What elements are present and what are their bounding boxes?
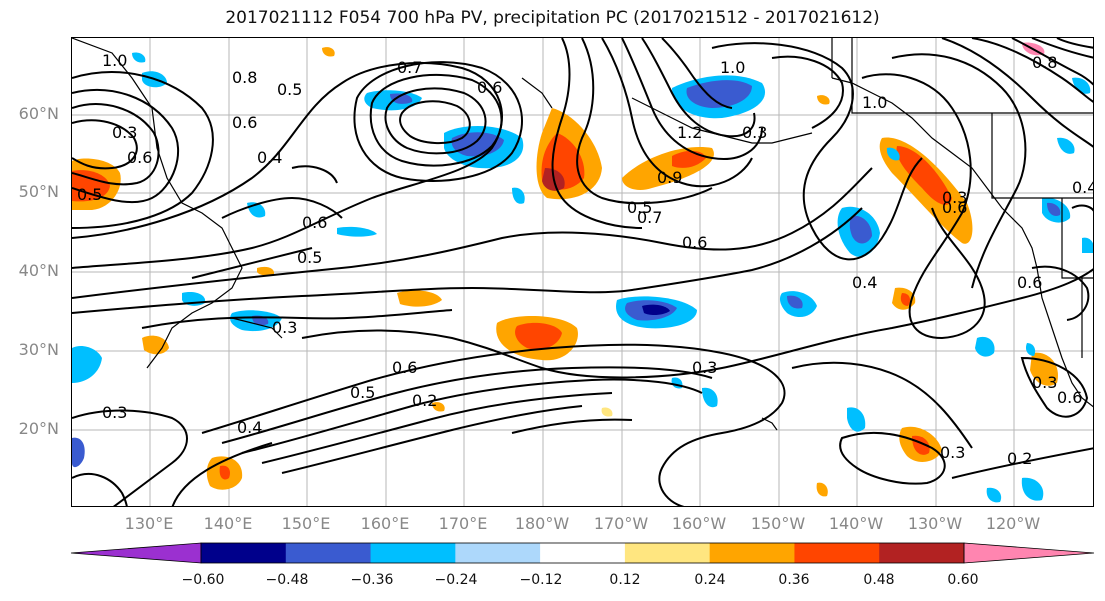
contour-label: 0.5 [77, 185, 102, 204]
colorbar-segment [879, 543, 965, 563]
contour-label: 0.6 [392, 358, 417, 377]
contour-label: 1.2 [677, 123, 702, 142]
lon-label: 140°W [828, 514, 884, 533]
contour-label: 0.3 [940, 443, 965, 462]
contour-label: 0.3 [102, 403, 127, 422]
lon-label: 120°W [985, 514, 1041, 533]
colorbar-tick: 0.36 [778, 572, 810, 588]
colorbar-tick: 0.12 [609, 572, 641, 588]
map-panel: 1.0 0.8 0.5 0.7 0.3 0.6 0.4 0.5 1.0 1.2 … [71, 37, 1094, 507]
contour-label: 1.0 [862, 93, 887, 112]
contour-label: 0.4 [257, 148, 282, 167]
colorbar-segment [370, 543, 456, 563]
lon-label: 170°E [438, 514, 488, 533]
contour-label: 0.2 [412, 391, 437, 410]
contour-labels: 1.0 0.8 0.5 0.7 0.3 0.6 0.4 0.5 1.0 1.2 … [77, 51, 1094, 468]
colorbar-tick: −0.12 [519, 572, 563, 588]
contour-label: 1.0 [102, 51, 127, 70]
contour-label: 0.5 [277, 80, 302, 99]
contour-label: 0.6 [682, 233, 707, 252]
colorbar-extend-low [70, 542, 202, 564]
lon-label: 170°W [593, 514, 649, 533]
graticule [72, 38, 1093, 506]
colorbar-extend-high [963, 542, 1095, 564]
contour-label: 0.6 [232, 113, 257, 132]
lon-label: 140°E [203, 514, 253, 533]
pv-contours [72, 38, 1093, 506]
contour-label: 0.5 [350, 383, 375, 402]
contour-label: 0.6 [477, 78, 502, 97]
colorbar-tick: −0.24 [434, 572, 478, 588]
contour-label: 0.9 [657, 168, 682, 187]
contour-label: 0.8 [232, 68, 257, 87]
contour-label: 0.4 [1072, 178, 1094, 197]
contour-label: 0.7 [397, 58, 422, 77]
contour-label: 0.5 [627, 198, 652, 217]
colorbar-tick: 0.24 [694, 572, 726, 588]
contour-label: 0.3 [742, 123, 767, 142]
colorbar-tick: −0.60 [181, 572, 225, 588]
contour-label: 0.6 [127, 148, 152, 167]
contour-label: 0.7 [637, 208, 662, 227]
colorbar-tick: 0.60 [947, 572, 979, 588]
colorbar-segment [201, 543, 287, 563]
colorbar-tick: 0.48 [863, 572, 895, 588]
colorbar-frame [200, 542, 965, 564]
lat-label-30n: 30°N [18, 340, 59, 359]
lon-label: 150°E [281, 514, 331, 533]
contour-label: 0.5 [297, 248, 322, 267]
contour-label: 0.8 [1032, 53, 1057, 72]
contour-label: 0.6 [1057, 388, 1082, 407]
lat-label-20n: 20°N [18, 419, 59, 438]
colorbar-segment [285, 543, 372, 563]
colorbar-segment [540, 543, 626, 563]
colorbar-segment [709, 543, 795, 563]
colorbar-tick: −0.36 [350, 572, 394, 588]
lat-label-50n: 50°N [18, 182, 59, 201]
contour-label: 0.2 [1007, 449, 1032, 468]
contour-label: 0.4 [237, 418, 262, 437]
contour-label: 0.3 [942, 188, 967, 207]
coastlines [72, 38, 1093, 431]
map-title: 2017021112 F054 700 hPa PV, precipitatio… [225, 8, 880, 28]
colorbar-segment [455, 543, 541, 563]
contour-label: 0.3 [272, 318, 297, 337]
lat-label-40n: 40°N [18, 261, 59, 280]
contour-label: 0.4 [852, 273, 877, 292]
lon-label: 130°W [907, 514, 963, 533]
colorbar-segment [624, 543, 711, 563]
lon-label: 160°E [360, 514, 410, 533]
contour-label: 0.3 [692, 358, 717, 377]
contour-label: 1.0 [720, 58, 745, 77]
lon-label: 160°W [671, 514, 727, 533]
contour-label: 0.3 [1032, 373, 1057, 392]
contour-label: 0.6 [1017, 273, 1042, 292]
lon-label: 130°E [124, 514, 174, 533]
lon-label: 180°W [514, 514, 570, 533]
contour-label: 0.6 [942, 198, 967, 217]
lat-label-60n: 60°N [18, 104, 59, 123]
colorbar-tick: −0.48 [265, 572, 309, 588]
lon-label: 150°W [750, 514, 806, 533]
map-canvas: 1.0 0.8 0.5 0.7 0.3 0.6 0.4 0.5 1.0 1.2 … [72, 38, 1094, 506]
contour-label: 0.6 [302, 213, 327, 232]
contour-label: 0.3 [112, 123, 137, 142]
colorbar-segment [794, 543, 880, 563]
